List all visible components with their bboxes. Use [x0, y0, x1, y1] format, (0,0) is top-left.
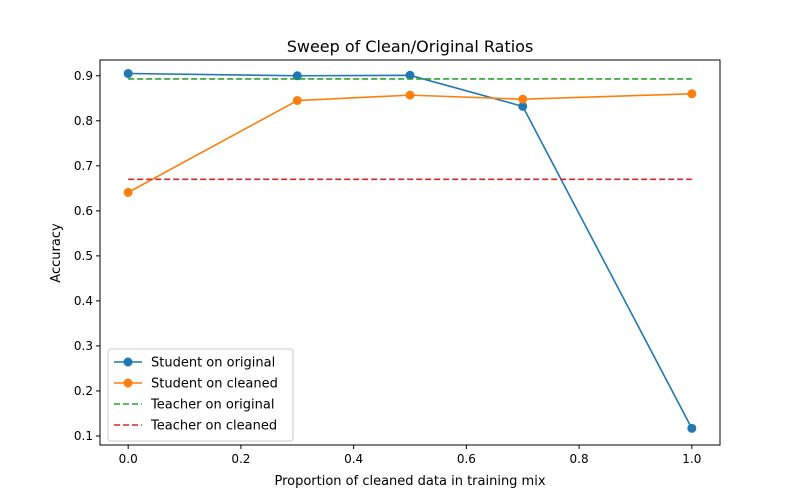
plot-area: 0.0 0.2 0.4 0.6 0.8 1.0 0.1 0.2 0.3 0.4 0.5 0.6 0.7 0…: [74, 59, 721, 466]
legend: Student on original Student on cleaned Tea…: [107, 348, 294, 442]
series-1-point: [405, 70, 415, 80]
legend-label-4: Teacher on cleaned: [150, 419, 277, 434]
series-2-point: [292, 96, 302, 106]
y-tick-label: 0.3: [74, 339, 93, 353]
series-2-point: [518, 94, 528, 104]
x-tick-label: 0.8: [570, 452, 589, 466]
series-line-2: [127, 92, 692, 194]
legend-label-2: Student on cleaned: [151, 377, 278, 392]
series-1-point: [123, 69, 133, 79]
series-2-point: [687, 89, 697, 99]
y-tick-label: 0.2: [74, 384, 93, 398]
y-tick-label: 0.5: [74, 249, 93, 263]
x-tick-label: 0.6: [457, 452, 476, 466]
x-tick-label: 0.4: [344, 452, 363, 466]
legend-label-1: Student on original: [151, 356, 275, 371]
series-2-point: [123, 187, 133, 197]
legend-marker-2: [123, 378, 133, 388]
y-tick-label: 0.9: [74, 69, 93, 83]
series-2-point: [405, 90, 415, 100]
legend-marker-1: [123, 357, 133, 367]
x-axis-label: Proportion of cleaned data in training m…: [274, 474, 545, 489]
legend-label-3: Teacher on original: [150, 398, 274, 413]
y-tick-label: 0.4: [74, 294, 93, 308]
series-1-point: [292, 71, 302, 81]
legend-box: [107, 348, 294, 442]
y-axis-label: Accuracy: [49, 223, 64, 283]
y-tick-label: 0.8: [74, 114, 93, 128]
x-tick-label: 0.0: [119, 452, 138, 466]
y-tick-label: 0.6: [74, 204, 93, 218]
x-tick-label: 1.0: [682, 452, 701, 466]
series-1-point: [687, 423, 697, 433]
chart-title: Sweep of Clean/Original Ratios: [287, 37, 534, 56]
x-tick-label: 0.2: [231, 452, 250, 466]
y-tick-label: 0.7: [74, 159, 93, 173]
plot-frame: [99, 59, 721, 446]
y-tick-label: 0.1: [74, 429, 93, 443]
series-1-point: [518, 101, 528, 111]
